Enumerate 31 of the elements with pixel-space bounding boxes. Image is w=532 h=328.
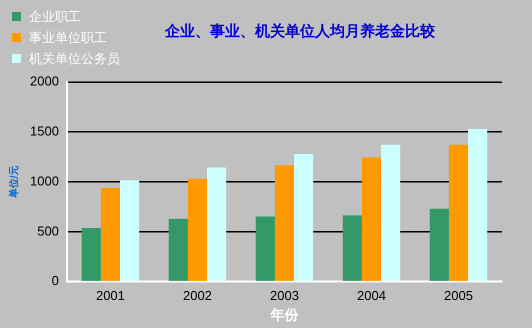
bar bbox=[82, 228, 101, 281]
bar bbox=[274, 165, 294, 281]
chart-title: 企业、事业、机关单位人均月养老金比较 bbox=[165, 22, 435, 41]
bar bbox=[342, 215, 362, 281]
legend-label: 企业职工 bbox=[29, 8, 81, 26]
legend-label: 机关单位公务员 bbox=[29, 50, 120, 68]
x-tick-label: 2001 bbox=[96, 288, 125, 303]
bar bbox=[430, 208, 449, 281]
bar bbox=[100, 188, 120, 281]
bar bbox=[362, 158, 382, 281]
bar bbox=[294, 154, 314, 281]
y-tick-label: 0 bbox=[52, 273, 59, 288]
bar bbox=[168, 218, 188, 281]
x-tick-label: 2003 bbox=[270, 288, 299, 303]
y-tick-label: 1000 bbox=[30, 173, 59, 188]
bar bbox=[207, 168, 226, 281]
y-tick-label: 500 bbox=[37, 223, 59, 238]
x-tick-label: 2005 bbox=[444, 288, 473, 303]
bar bbox=[188, 178, 208, 281]
bar bbox=[120, 180, 140, 281]
x-tick-label: 2002 bbox=[182, 288, 212, 303]
x-axis-title: 年份 bbox=[269, 306, 300, 322]
bar bbox=[381, 144, 400, 281]
x-tick-label: 2004 bbox=[357, 288, 386, 303]
bar bbox=[256, 216, 275, 281]
y-tick-label: 2000 bbox=[30, 74, 59, 89]
legend-label: 事业单位职工 bbox=[29, 30, 107, 46]
y-axis-title: 单位/元 bbox=[8, 165, 20, 200]
bar bbox=[468, 129, 488, 281]
y-tick-label: 1500 bbox=[30, 123, 59, 138]
bar bbox=[448, 144, 468, 281]
